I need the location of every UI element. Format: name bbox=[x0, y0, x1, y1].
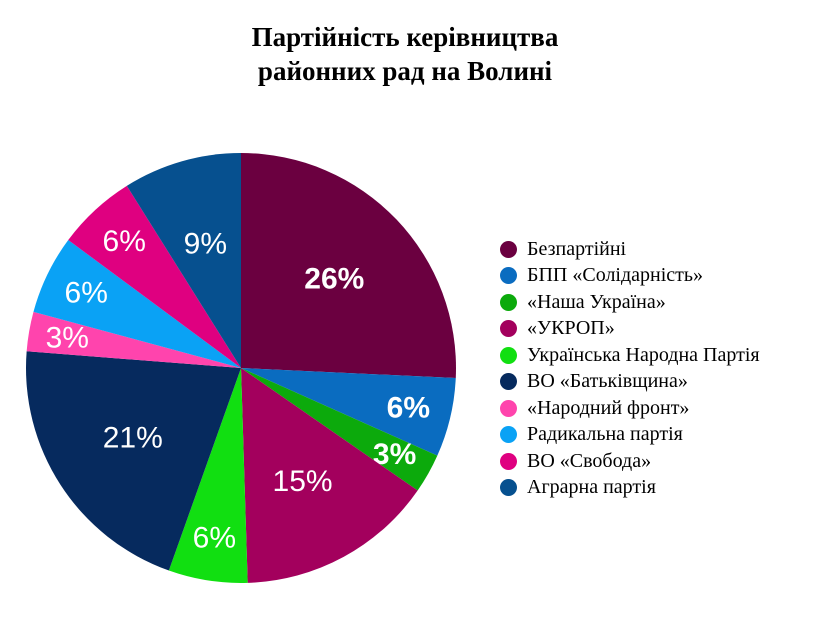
legend-item: Безпартійні bbox=[500, 236, 760, 263]
slice-data-label: 6% bbox=[65, 277, 108, 310]
slice-data-label: 26% bbox=[304, 262, 364, 295]
legend-item: Аграрна партія bbox=[500, 475, 760, 502]
legend-label: ВО «Батьківщина» bbox=[527, 370, 688, 393]
legend-marker bbox=[500, 479, 517, 497]
slice-data-label: 6% bbox=[103, 225, 146, 258]
legend-marker bbox=[500, 320, 517, 338]
legend-item: «Народний фронт» bbox=[500, 395, 760, 422]
pie-slice bbox=[241, 368, 438, 491]
legend-item: ВО «Свобода» bbox=[500, 448, 760, 475]
chart-title-line-2: районних рад на Волині bbox=[257, 56, 553, 86]
slice-data-label: 3% bbox=[46, 321, 89, 354]
legend-label: Безпартійні bbox=[527, 237, 627, 260]
legend-marker bbox=[500, 267, 517, 285]
legend-marker bbox=[500, 346, 517, 364]
slice-data-label: 6% bbox=[193, 521, 236, 554]
legend-label: «УКРОП» bbox=[527, 317, 615, 340]
legend-label: ВО «Свобода» bbox=[527, 449, 652, 472]
legend-marker bbox=[500, 293, 517, 311]
legend-item: БПП «Солідарність» bbox=[500, 263, 760, 290]
pie-slice bbox=[241, 153, 456, 379]
pie-slice bbox=[25, 351, 242, 571]
legend-label: Аграрна партія bbox=[527, 476, 656, 499]
slice-data-label: 21% bbox=[103, 422, 163, 455]
legend-item: «Наша Україна» bbox=[500, 289, 760, 316]
pie-slice bbox=[168, 368, 248, 583]
legend-marker bbox=[500, 373, 517, 391]
legend-label: Радикальна партія bbox=[527, 423, 683, 446]
pie-slice bbox=[241, 368, 418, 583]
pie-slice bbox=[241, 368, 456, 456]
slice-data-label: 6% bbox=[387, 391, 430, 424]
slice-data-label: 15% bbox=[273, 465, 333, 498]
pie-slice bbox=[68, 185, 241, 368]
legend-marker bbox=[500, 399, 517, 417]
legend-item: Українська Народна Партія bbox=[500, 342, 760, 369]
legend-label: БПП «Солідарність» bbox=[527, 264, 704, 287]
pie-slice bbox=[26, 311, 242, 368]
slice-data-label: 9% bbox=[184, 228, 227, 261]
legend-item: Радикальна партія bbox=[500, 422, 760, 449]
legend-marker bbox=[500, 426, 517, 444]
chart-title: Партійність керівництва районних рад на … bbox=[0, 20, 810, 88]
legend-label: «Народний фронт» bbox=[527, 396, 690, 419]
legend-label: Українська Народна Партія bbox=[527, 343, 760, 366]
legend-label: «Наша Україна» bbox=[527, 290, 666, 313]
pie-slice bbox=[126, 153, 241, 368]
legend-item: ВО «Батьківщина» bbox=[500, 369, 760, 396]
chart-title-line-1: Партійність керівництва bbox=[251, 22, 559, 52]
chart-legend: Безпартійні БПП «Солідарність» «Наша Украї… bbox=[500, 236, 760, 501]
pie-slice bbox=[33, 240, 241, 368]
legend-item: «УКРОП» bbox=[500, 316, 760, 343]
legend-marker bbox=[500, 240, 517, 258]
legend-marker bbox=[500, 452, 517, 470]
